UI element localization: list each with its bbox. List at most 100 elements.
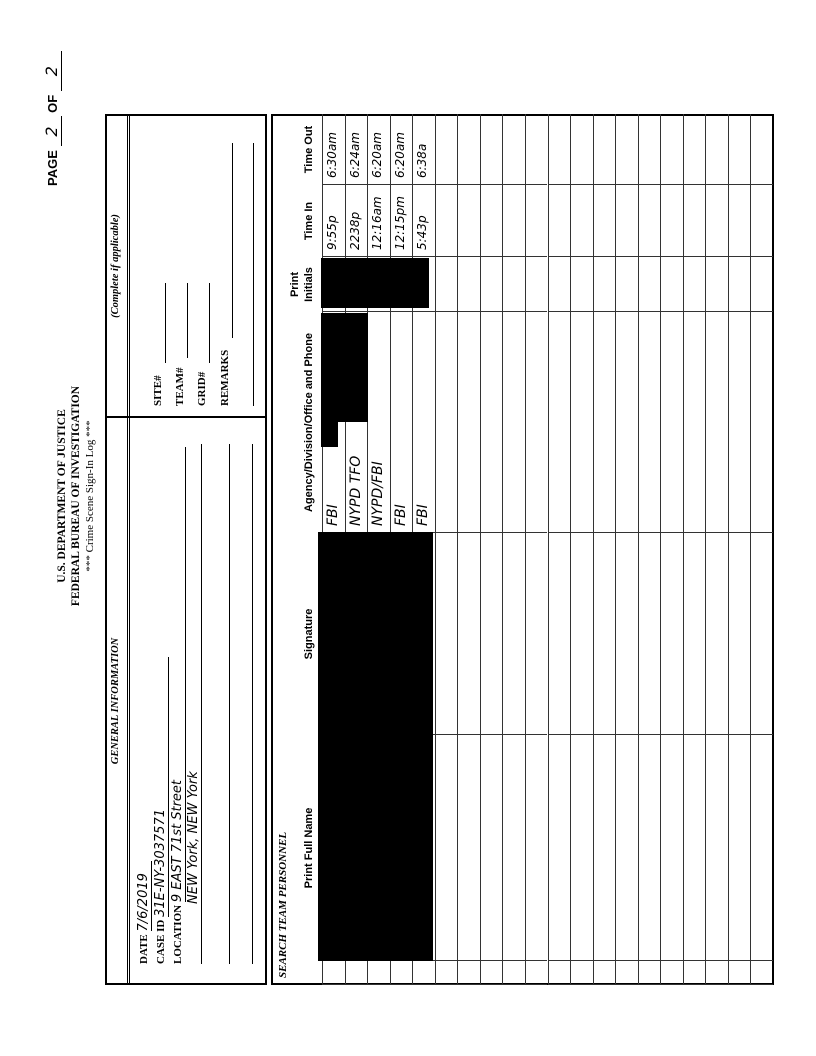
time-out-value: 6:20am [370, 132, 385, 178]
cell-time-in [547, 185, 571, 257]
log-title: *** Crime Scene Sign-In Log *** [84, 420, 96, 572]
cell-initials [592, 257, 616, 312]
cell-time-out [682, 114, 706, 185]
cell-time-out [457, 114, 480, 185]
remarks-field-line-2 [253, 143, 254, 406]
cell-initials [457, 257, 480, 312]
cell-number [322, 961, 345, 985]
site-field [165, 283, 166, 363]
cell-number [750, 961, 773, 985]
cell-name [592, 735, 616, 961]
cell-agency [615, 312, 638, 533]
cell-agency: FBI [412, 312, 435, 533]
cell-signature [434, 533, 458, 735]
col-time-out-header: Time Out [303, 125, 315, 174]
case-id-value: 31E-NY-3037571 [153, 656, 169, 917]
cell-time-out: 6:30am [322, 114, 345, 185]
cell-signature [502, 533, 525, 735]
cell-time-out [750, 114, 773, 185]
cell-signature [705, 533, 728, 735]
cell-initials [615, 257, 638, 312]
page-label: PAGE [45, 150, 60, 186]
cell-time-in [682, 185, 706, 257]
cell-number [389, 961, 413, 985]
grid-field [209, 283, 210, 363]
remarks-label: REMARKS [219, 349, 231, 406]
time-out-value: 6:20am [392, 132, 407, 178]
optional-title: (Complete if applicable) [110, 214, 121, 318]
cell-agency [637, 312, 661, 533]
cell-time-out [502, 114, 525, 185]
cell-agency [727, 312, 751, 533]
cell-time-out [705, 114, 728, 185]
cell-number [615, 961, 638, 985]
cell-time-out: 6:20am [367, 114, 390, 185]
cell-agency [457, 312, 480, 533]
time-in-value: 12:16am [370, 196, 385, 250]
col-initials-header: Initials [303, 267, 315, 302]
cell-time-out [727, 114, 751, 185]
cell-agency [705, 312, 728, 533]
agency-value: FBI [392, 504, 409, 526]
cell-time-in [479, 185, 503, 257]
col-name-header: Print Full Name [303, 807, 315, 889]
cell-number [344, 961, 368, 985]
cell-time-in [705, 185, 728, 257]
cell-initials [479, 257, 503, 312]
cell-time-in [750, 185, 773, 257]
cell-name [570, 735, 593, 961]
cell-time-out: 6:38a [412, 114, 435, 185]
cell-name [727, 735, 751, 961]
location-value-line-2: NEW York, NEW York [186, 444, 202, 964]
cell-time-out [479, 114, 503, 185]
cell-number [547, 961, 571, 985]
agency-value: FBI [415, 504, 432, 526]
cell-name [457, 735, 480, 961]
cell-signature [457, 533, 480, 735]
date-label: DATE [138, 934, 150, 964]
page-indicator: PAGE 2 OF 2 [42, 51, 62, 186]
agency-value: NYPD TFO [347, 455, 364, 526]
cell-initials [682, 257, 706, 312]
cell-initials [434, 257, 458, 312]
cell-number [367, 961, 390, 985]
cell-agency [682, 312, 706, 533]
cell-time-in [570, 185, 593, 257]
divider [106, 416, 266, 418]
cell-agency [592, 312, 616, 533]
location-field: LOCATION 9 EAST 71st Street [170, 447, 186, 964]
cell-time-out [637, 114, 661, 185]
cell-time-in [524, 185, 548, 257]
cell-number [412, 961, 435, 985]
cell-agency [524, 312, 548, 533]
cell-number [682, 961, 706, 985]
cell-time-in [637, 185, 661, 257]
cell-name [615, 735, 638, 961]
page-total: 2 [42, 51, 62, 92]
cell-time-in: 5:43p [412, 185, 435, 257]
cell-number [570, 961, 593, 985]
cell-signature [570, 533, 593, 735]
cell-name [547, 735, 571, 961]
team-field [187, 283, 188, 358]
cell-agency [750, 312, 773, 533]
cell-number [660, 961, 683, 985]
col-agency-header: Agency/Division/Office and Phone [303, 332, 315, 513]
cell-name [682, 735, 706, 961]
cell-time-in [592, 185, 616, 257]
agency-value: NYPD/FBI [370, 461, 387, 526]
general-information-title: GENERAL INFORMATION [110, 637, 121, 765]
cell-initials [705, 257, 728, 312]
col-signature-header: Signature [303, 608, 315, 660]
cell-time-in: 2238p [344, 185, 368, 257]
cell-time-out [615, 114, 638, 185]
cell-initials [750, 257, 773, 312]
date-field: DATE 7/6/2019 [136, 861, 152, 964]
time-in-value: 12:15pm [392, 196, 407, 250]
cell-signature [479, 533, 503, 735]
cell-time-out [547, 114, 571, 185]
cell-number [727, 961, 751, 985]
site-label: SITE# [152, 375, 164, 406]
cell-name [750, 735, 773, 961]
team-label: TEAM# [174, 367, 186, 407]
